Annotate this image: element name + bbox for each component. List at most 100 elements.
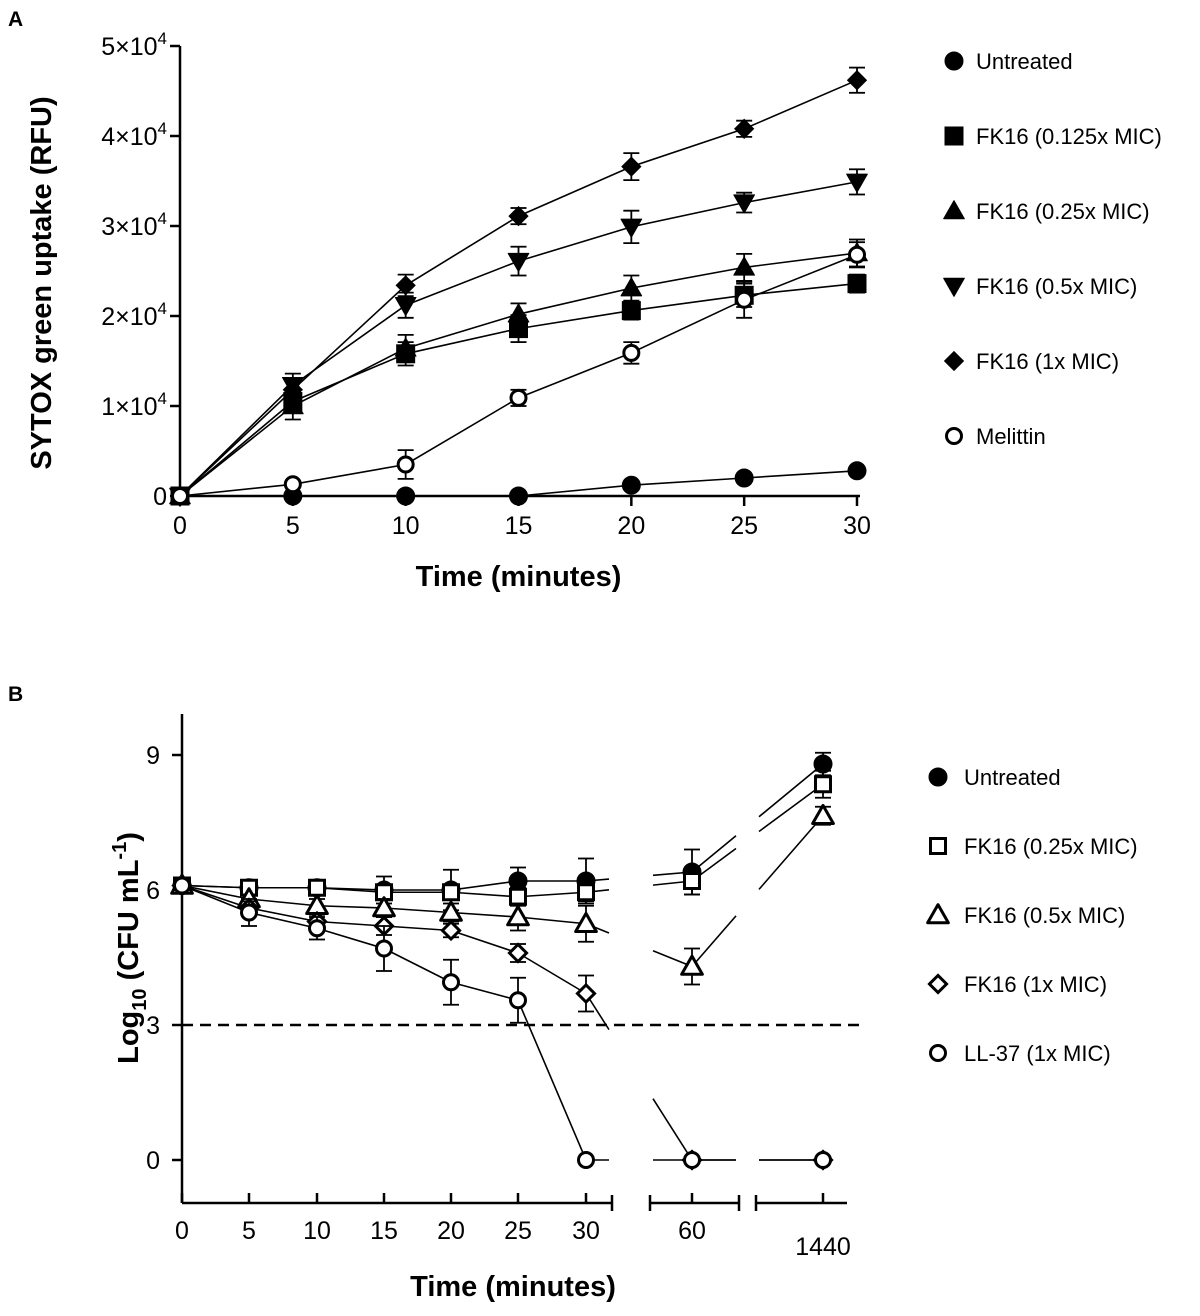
y-tick-mantissa: 4×10 [101, 123, 157, 151]
data-point [733, 256, 756, 276]
y-tick-label: 4×104 [101, 119, 167, 151]
data-point [811, 803, 835, 826]
series-line [450, 981, 519, 1002]
y-title-superscript: -1 [109, 842, 131, 860]
y-tick-label: 9 [146, 742, 160, 770]
panel-a: A 0 5 10 15 20 25 3001×1042×1043×1044×1045×104… [8, 8, 1162, 593]
panel-a-label: A [8, 8, 23, 31]
data-point [282, 379, 303, 400]
data-point [683, 1151, 701, 1169]
series-line [316, 886, 385, 894]
series-line [652, 1098, 693, 1161]
x-tick-label: 25 [504, 1217, 532, 1245]
series-fk16-0-25x-mic [173, 769, 832, 907]
series-line [691, 915, 737, 968]
legend-marker [945, 427, 963, 445]
legend-b: Untreated FK16 (0.25x MIC) FK16 (0.5x MIC)… [926, 765, 1138, 1066]
y-title-unit: (CFU mL [113, 860, 145, 989]
data-point [574, 911, 598, 934]
data-point [577, 883, 595, 902]
legend-label: LL-37 (1x MIC) [964, 1041, 1111, 1066]
data-point [734, 468, 754, 488]
series-line [652, 950, 693, 968]
series-line [450, 929, 519, 954]
data-point [396, 486, 416, 506]
data-point [733, 194, 756, 214]
x-tick-label: 15 [370, 1217, 398, 1245]
series-line [758, 783, 824, 833]
data-point [509, 486, 528, 506]
legend-marker [927, 973, 949, 995]
legend-marker [928, 767, 948, 787]
series-line [316, 920, 385, 927]
data-point [509, 991, 527, 1010]
x-tick-label: 30 [572, 1217, 600, 1245]
data-point [394, 296, 417, 317]
data-point [308, 919, 326, 938]
panel-b: B 0 5 10 15 20 25 30 60 1440 0 3 6 9 Time (minutes) Lo… [8, 683, 1138, 1303]
data-point [394, 337, 417, 357]
series-line [517, 916, 587, 925]
data-point [621, 301, 641, 321]
series-melittin [171, 241, 866, 505]
x-tick-label: 0 [173, 512, 187, 540]
x-axis-title: Time (minutes) [410, 1271, 616, 1303]
series-line [758, 815, 824, 890]
data-point [814, 1151, 832, 1169]
data-point [575, 982, 597, 1005]
legend-label: FK16 (0.5x MIC) [964, 903, 1125, 928]
series-line [691, 835, 737, 873]
data-point [621, 475, 641, 495]
series-fk16-0-25x-mic [169, 238, 868, 505]
legend-marker [944, 126, 964, 146]
legend-label: FK16 (0.5x MIC) [976, 274, 1137, 299]
y-title-close: ) [113, 832, 145, 842]
legend-label: FK16 (1x MIC) [976, 349, 1119, 374]
y-axis-title: SYTOX green uptake (RFU) [26, 96, 58, 469]
y-tick-mantissa: 1×10 [101, 393, 157, 421]
legend-marker [926, 903, 950, 925]
legend-marker [943, 350, 965, 372]
legend-marker [943, 200, 965, 220]
legend-a: Untreated FK16 (0.125x MIC) FK16 (0.25x MI… [943, 49, 1162, 449]
data-point [507, 303, 530, 323]
legend-label: FK16 (1x MIC) [964, 972, 1107, 997]
series-line [248, 907, 318, 923]
series-line [450, 880, 519, 891]
x-axis-title: Time (minutes) [416, 561, 622, 593]
data-point [308, 878, 326, 897]
panel-b-label: B [8, 683, 23, 706]
data-point [847, 274, 867, 294]
x-tick-label: 20 [437, 1217, 465, 1245]
legend-label: FK16 (0.25x MIC) [976, 199, 1150, 224]
data-point [622, 343, 641, 362]
series-line [758, 763, 824, 818]
data-point [507, 252, 530, 272]
series-line [181, 884, 250, 889]
data-point [396, 455, 415, 474]
data-point [442, 973, 460, 992]
series-untreated [172, 751, 833, 912]
x-tick-label: 20 [617, 512, 645, 540]
series-line [179, 252, 858, 497]
series-ll-37-1x-mic [173, 876, 832, 1169]
y-tick-label: 0 [153, 483, 167, 511]
data-point [847, 461, 867, 481]
y-axis-title: Log10 (CFU mL-1) [109, 832, 151, 1064]
series-line [383, 947, 452, 983]
series-line [517, 952, 587, 995]
data-point [814, 775, 832, 794]
x-tick-label: 5 [286, 512, 300, 540]
data-point [442, 883, 460, 902]
data-point [577, 1151, 595, 1169]
data-point [621, 156, 642, 177]
series-line [316, 904, 385, 909]
data-point [439, 900, 463, 922]
x-tick-label: 5 [242, 1217, 256, 1245]
legend-marker [944, 51, 964, 71]
series-line [181, 884, 250, 900]
data-point [848, 245, 866, 264]
data-point [375, 939, 393, 958]
data-point [281, 395, 304, 415]
